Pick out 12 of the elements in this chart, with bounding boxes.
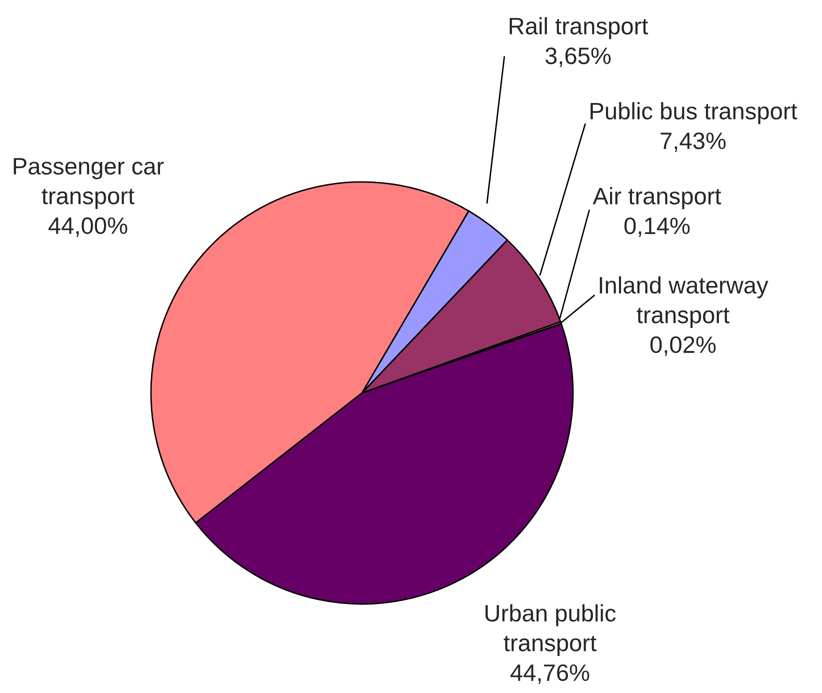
data-label: 0,14% — [624, 217, 690, 237]
slice-label: Rail transport — [510, 17, 648, 40]
slice-label: Public bus transport — [590, 102, 798, 124]
slice-label: Urban public transport — [486, 604, 616, 656]
slice-label: Inland waterway transport — [600, 276, 768, 328]
slice-label: Air transport — [592, 187, 722, 210]
data-label: 3,65% — [545, 47, 611, 67]
data-label: 0,02% — [650, 336, 716, 356]
data-label: 44,00% — [48, 217, 128, 237]
slice-label: Passenger car transport — [14, 158, 164, 210]
data-label: 44,76% — [510, 664, 590, 684]
data-label: 7,43% — [660, 132, 726, 152]
